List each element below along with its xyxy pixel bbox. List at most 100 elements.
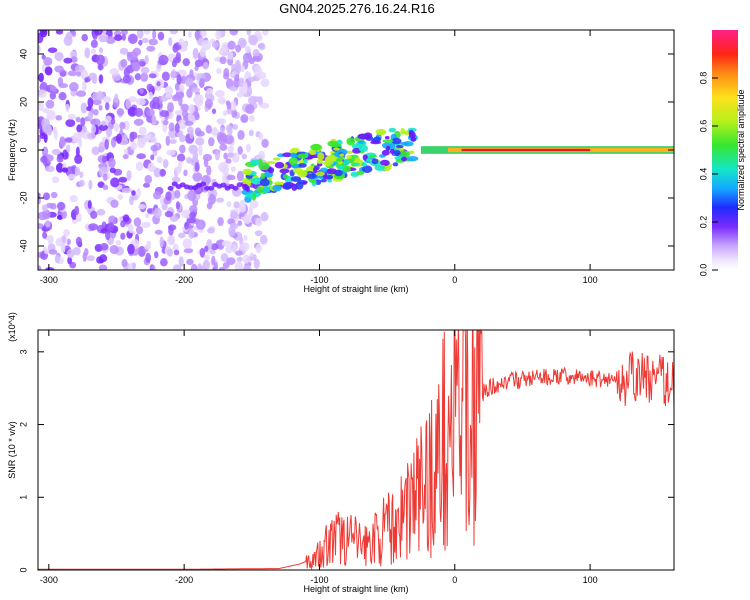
spectrogram-cell — [177, 232, 186, 239]
spectrogram-cell — [39, 132, 46, 139]
spectrogram-cell — [267, 167, 275, 174]
spectrogram-cell — [51, 148, 61, 156]
spectrogram-cell — [198, 145, 203, 156]
spectrogram-cell — [219, 56, 227, 65]
spectrogram-cell — [156, 81, 161, 87]
y-tick-label: 0 — [18, 567, 28, 572]
x-tick-label: 100 — [583, 275, 598, 285]
spectrogram-cell — [393, 150, 401, 156]
spectrogram-cell — [189, 205, 198, 214]
spectrogram-cell — [84, 47, 91, 59]
spectrogram-cell — [151, 114, 157, 125]
spectrogram-cell — [146, 83, 154, 92]
spectrogram-cell — [225, 245, 233, 254]
spectrogram-cell — [110, 177, 120, 188]
spectrogram-cell — [333, 147, 340, 151]
spectrogram-cell — [223, 68, 230, 77]
spectrogram-cell — [69, 81, 79, 92]
spectrogram-cell — [150, 154, 155, 161]
spectrogram-cell — [150, 136, 157, 144]
spectrogram-cell — [204, 98, 213, 109]
spectrogram-cell — [192, 47, 199, 59]
spectrogram-cell — [355, 157, 361, 163]
x-tick-label: -200 — [175, 275, 193, 285]
spectrogram-cell — [246, 86, 253, 97]
spectrogram-cell — [137, 203, 147, 210]
spectrogram-cell — [162, 159, 169, 169]
spectrogram-cell — [78, 179, 85, 187]
spectrogram-cell — [80, 117, 86, 127]
spectrogram-cell — [104, 138, 109, 150]
spectrogram-cell — [206, 87, 214, 94]
spectrogram-cell — [272, 184, 282, 192]
spectrogram-cell — [43, 192, 51, 201]
spectrogram-cell — [182, 58, 190, 67]
spectrogram-cell — [193, 93, 204, 105]
spectrogram-cell — [220, 182, 227, 188]
spectrogram-marks — [38, 30, 674, 270]
spectrogram-cell — [114, 93, 119, 104]
spectrogram-cell — [140, 66, 150, 74]
spectrogram-cell — [121, 33, 127, 41]
spectrogram-cell — [145, 212, 150, 219]
spectrogram-cell — [171, 94, 180, 102]
x-tick-label: -300 — [40, 275, 58, 285]
spectrogram-cell — [160, 258, 168, 267]
spectrogram-cell — [217, 118, 225, 124]
spectrogram-cell — [382, 139, 394, 143]
spectrogram-cell — [366, 158, 372, 162]
spectrogram-cell — [45, 99, 55, 109]
spectrogram-cell — [63, 35, 73, 47]
spectrogram-cell — [315, 171, 325, 177]
spectrogram-cell — [260, 78, 270, 88]
spectrogram-cell — [216, 131, 224, 142]
spectrogram-cell — [60, 242, 66, 254]
spectrogram-cell — [352, 147, 361, 154]
spectrogram-cell — [182, 109, 189, 119]
spectrogram-cell — [228, 225, 236, 237]
spectrogram-cell — [138, 61, 146, 67]
spectrogram-cell — [87, 199, 92, 209]
spectrogram-cell — [250, 159, 260, 166]
spectrogram-cell — [316, 159, 324, 164]
spectrogram-cell — [44, 66, 53, 76]
spectrogram-cell — [274, 161, 285, 169]
spectrogram-cell — [242, 264, 252, 270]
spectrogram-cell — [248, 34, 259, 46]
colorbar-gradient — [712, 30, 738, 270]
spectrogram-cell — [152, 96, 160, 104]
spectrogram-cell — [67, 173, 76, 180]
spectrogram-cell — [288, 157, 299, 166]
spectrogram-cell — [130, 141, 138, 151]
spectrogram-cell — [172, 44, 179, 53]
spectrogram-cell — [119, 47, 129, 55]
spectrogram-cell — [98, 258, 104, 264]
spectrogram-cell — [38, 196, 41, 205]
spectrogram-cell — [126, 51, 133, 59]
spectrogram-cell — [133, 217, 142, 227]
spectrogram-cell — [54, 65, 64, 73]
spectrogram-cell — [56, 201, 66, 211]
spectrogram-cell — [87, 97, 94, 108]
spectrogram-cell — [174, 189, 181, 199]
spectrogram-cell — [122, 153, 129, 160]
spectrogram-cell — [241, 153, 248, 160]
spectrogram-cell — [102, 96, 112, 103]
spectrogram-cell — [144, 244, 152, 250]
spectrogram-cell — [129, 195, 134, 206]
spectrogram-cell — [55, 162, 64, 173]
spectrogram-cell — [44, 165, 55, 173]
spectrogram-cell — [88, 179, 93, 190]
spectrogram-cell — [46, 109, 56, 121]
spectrogram-cell — [153, 167, 162, 178]
spectrogram-cell — [189, 211, 197, 219]
spectrogram-cell — [195, 137, 205, 146]
spectrogram-cell — [176, 74, 182, 85]
spectrogram-cell — [155, 63, 162, 73]
spectrogram-cell — [158, 54, 169, 66]
spectrogram-cell — [188, 144, 198, 155]
spectrogram-cell — [152, 191, 162, 200]
spectrogram-cell — [127, 243, 135, 255]
y-tick-label: 0 — [18, 147, 28, 152]
